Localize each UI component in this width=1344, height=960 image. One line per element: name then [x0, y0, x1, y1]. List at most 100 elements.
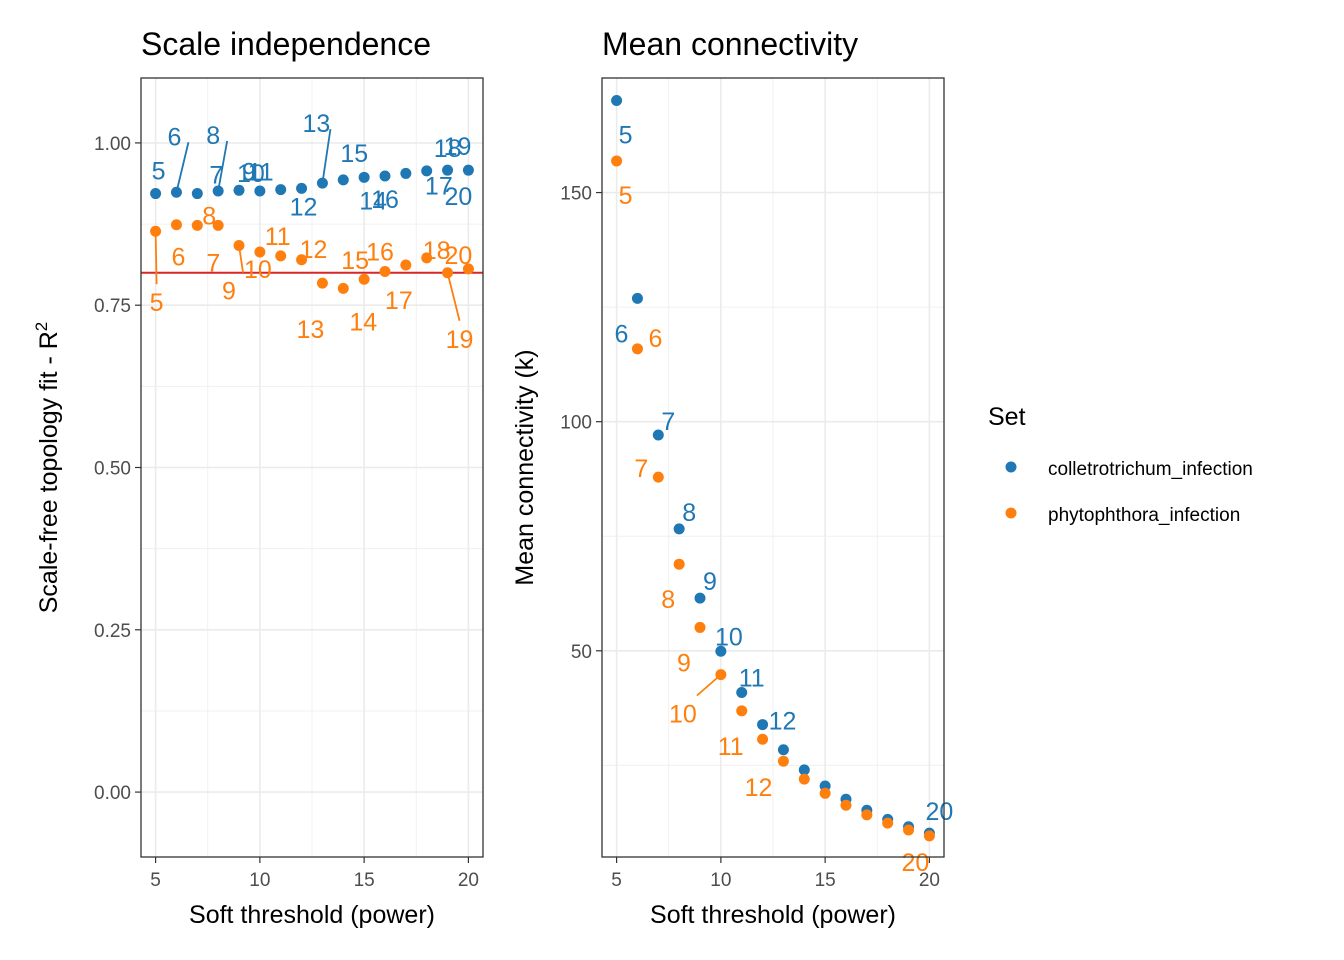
point-label: 19	[446, 326, 474, 354]
data-point	[233, 184, 245, 196]
x-tick-label: 10	[710, 870, 731, 891]
x-tick-label: 20	[919, 870, 940, 891]
point-label: 13	[303, 110, 331, 138]
point-label: 10	[715, 623, 743, 651]
point-label: 20	[444, 242, 472, 270]
point-label: 15	[340, 140, 368, 168]
point-label: 20	[925, 798, 953, 826]
data-point	[170, 219, 182, 231]
point-label: 10	[237, 160, 265, 188]
point-label: 11	[718, 733, 744, 761]
point-label: 9	[222, 277, 236, 305]
data-point	[400, 259, 412, 271]
mean-connectivity-panel: 5 10 15 20501001505678910111220567891011122…	[511, 26, 953, 929]
point-label: 9	[242, 158, 256, 186]
data-point	[903, 824, 915, 836]
y-tick-label: 50	[571, 642, 592, 663]
data-point	[631, 343, 643, 355]
point-label: 7	[206, 249, 220, 277]
point-label: 12	[769, 708, 797, 736]
data-point	[296, 254, 308, 266]
x-tick-label: 15	[815, 870, 836, 891]
legend-key-phytophthora	[1005, 507, 1017, 519]
legend: Set colletrotrichum_infection phytophtho…	[988, 403, 1253, 526]
point-label: 17	[385, 287, 413, 315]
point-label: 6	[614, 320, 628, 348]
data-point	[150, 188, 162, 200]
data-point	[275, 250, 287, 262]
point-label: 10	[244, 256, 272, 284]
point-label: 19	[444, 133, 472, 161]
point-label: 11	[248, 159, 274, 187]
data-point	[358, 273, 370, 285]
point-label: 12	[745, 774, 773, 802]
label-leader-line	[696, 673, 722, 697]
data-point	[819, 787, 831, 799]
data-point	[840, 799, 852, 811]
data-point	[673, 523, 685, 535]
data-point	[462, 263, 474, 275]
data-point	[421, 252, 433, 264]
data-point	[777, 744, 789, 756]
data-point	[798, 773, 810, 785]
point-label: 5	[619, 182, 633, 210]
data-point	[631, 292, 643, 304]
data-point	[757, 719, 769, 731]
y-tick-label: 100	[560, 413, 592, 434]
data-point	[798, 764, 810, 776]
point-label: 12	[300, 236, 328, 264]
data-point	[777, 755, 789, 767]
point-label: 15	[341, 247, 369, 275]
y-tick-label: 0.50	[94, 459, 131, 480]
legend-label-phytophthora: phytophthora_infection	[1048, 505, 1240, 526]
data-point	[611, 94, 623, 106]
data-point	[379, 265, 391, 277]
point-label: 11	[739, 664, 765, 692]
y-tick-label: 150	[560, 184, 592, 205]
y-axis-title: Scale-free topology fit - R2	[32, 322, 63, 614]
data-point	[212, 219, 224, 231]
data-point	[337, 174, 349, 186]
scale-independence-panel: 5 10 15 200.000.250.500.751.005678910111213…	[32, 26, 484, 929]
label-leader-line	[321, 129, 332, 184]
data-point	[275, 184, 287, 196]
label-leader-line	[154, 231, 158, 285]
x-tick-label: 20	[458, 870, 479, 891]
x-tick-label: 15	[354, 870, 375, 891]
point-label: 6	[171, 244, 185, 272]
point-label: 11	[265, 223, 291, 251]
data-point	[923, 830, 935, 842]
legend-label-colletrotrichum: colletrotrichum_infection	[1048, 459, 1253, 480]
panel-title: Scale independence	[141, 26, 431, 62]
data-point	[379, 170, 391, 182]
data-point	[611, 155, 623, 167]
data-point	[715, 645, 727, 657]
data-point	[296, 182, 308, 194]
point-label: 5	[152, 158, 166, 186]
data-point	[736, 686, 748, 698]
point-label: 13	[297, 316, 325, 344]
point-label: 14	[349, 308, 377, 336]
data-point	[254, 246, 266, 258]
point-label: 8	[682, 499, 696, 527]
point-label: 16	[371, 186, 399, 214]
point-label: 9	[677, 649, 691, 677]
point-label: 8	[206, 122, 220, 150]
point-label: 9	[703, 568, 717, 596]
legend-title: Set	[988, 403, 1026, 431]
data-point	[442, 164, 454, 176]
y-tick-label: 1.00	[94, 134, 131, 155]
point-label: 20	[444, 183, 472, 211]
data-point	[421, 165, 433, 177]
label-leader-line	[217, 140, 229, 192]
point-label: 18	[423, 237, 451, 265]
data-point	[462, 164, 474, 176]
point-label: 5	[150, 289, 164, 317]
label-leader-line	[175, 142, 190, 193]
data-point	[191, 219, 203, 231]
point-label: 17	[425, 172, 453, 200]
point-label: 12	[290, 193, 318, 221]
point-label: 18	[434, 135, 462, 163]
data-point	[694, 621, 706, 633]
panel-border	[140, 77, 484, 858]
